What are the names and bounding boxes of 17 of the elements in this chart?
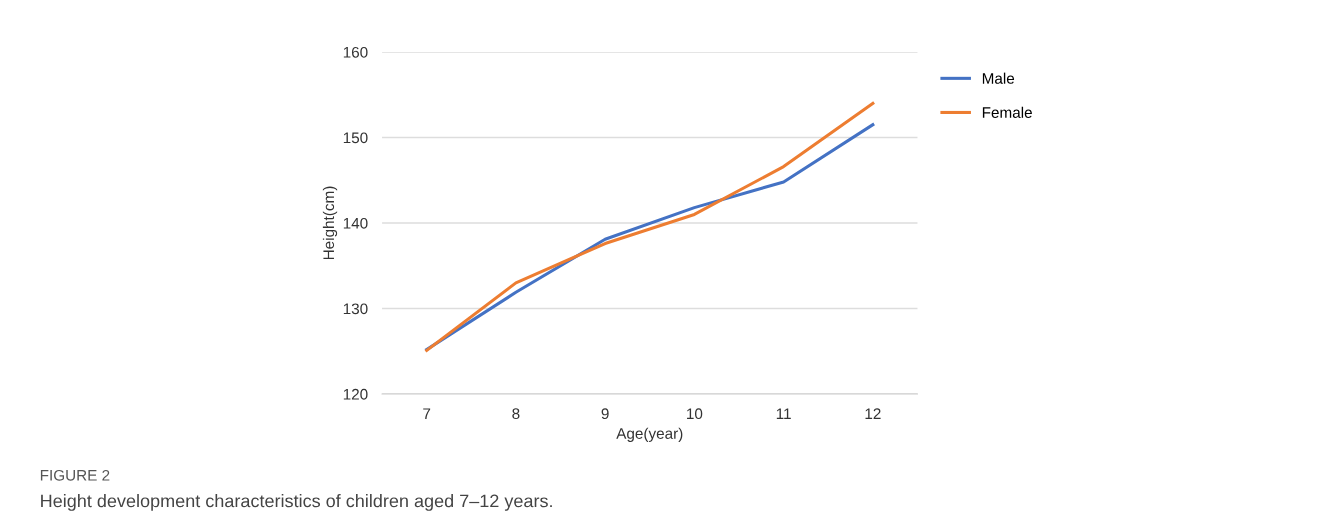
x-tick-label: 12 bbox=[865, 408, 881, 419]
y-tick-label: 150 bbox=[343, 132, 368, 144]
y-tick-label: 160 bbox=[343, 46, 368, 58]
x-tick-label: 11 bbox=[776, 408, 791, 419]
x-tick-label: 8 bbox=[512, 408, 520, 420]
legend-label: Male bbox=[982, 72, 1015, 84]
caption: FIGURE 2 bbox=[40, 469, 110, 481]
text: Height development characteristics of children aged 7–12 years. bbox=[41, 494, 552, 511]
y-axis-title: Height(cm) bbox=[322, 186, 338, 260]
y-tick-label: 140 bbox=[343, 217, 368, 229]
legend-label: Female bbox=[982, 106, 1032, 118]
x-tick-label: 10 bbox=[687, 408, 703, 420]
x-tick-label: 9 bbox=[601, 408, 609, 420]
x-axis-title: Age(year) bbox=[616, 427, 683, 442]
y-tick-label: 120 bbox=[343, 388, 368, 400]
x-tick-label: 7 bbox=[423, 408, 431, 419]
y-tick-label: 130 bbox=[343, 303, 368, 315]
